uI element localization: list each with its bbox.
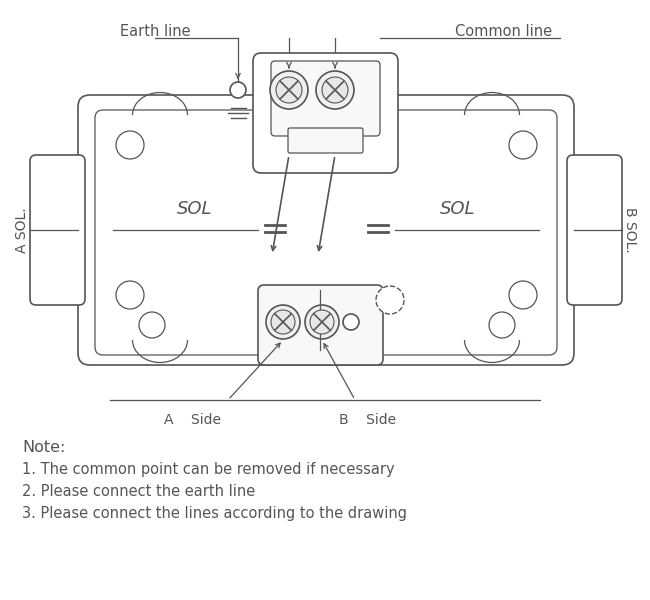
Text: Earth line: Earth line <box>120 25 190 40</box>
Text: Common line: Common line <box>455 25 552 40</box>
Text: 2. Please connect the earth line: 2. Please connect the earth line <box>22 484 255 499</box>
Text: 1. The common point can be removed if necessary: 1. The common point can be removed if ne… <box>22 462 395 477</box>
Circle shape <box>276 77 302 103</box>
Text: B SOL.: B SOL. <box>623 207 637 253</box>
Circle shape <box>316 71 354 109</box>
Circle shape <box>310 310 334 334</box>
FancyBboxPatch shape <box>271 61 380 136</box>
FancyBboxPatch shape <box>78 95 574 365</box>
FancyBboxPatch shape <box>253 53 398 173</box>
Circle shape <box>116 281 144 309</box>
Text: A SOL.: A SOL. <box>15 207 29 253</box>
FancyBboxPatch shape <box>95 110 557 355</box>
FancyBboxPatch shape <box>567 155 622 305</box>
Circle shape <box>489 312 515 338</box>
Circle shape <box>271 310 295 334</box>
Text: 3. Please connect the lines according to the drawing: 3. Please connect the lines according to… <box>22 506 407 521</box>
Circle shape <box>270 71 308 109</box>
Text: SOL: SOL <box>440 200 476 218</box>
FancyBboxPatch shape <box>258 285 383 365</box>
Circle shape <box>322 77 348 103</box>
Circle shape <box>139 312 165 338</box>
Text: A    Side: A Side <box>164 413 222 427</box>
Text: B    Side: B Side <box>339 413 396 427</box>
Text: www.alahndc.com: www.alahndc.com <box>272 334 380 346</box>
FancyBboxPatch shape <box>288 128 363 153</box>
Circle shape <box>116 131 144 159</box>
Circle shape <box>509 281 537 309</box>
Circle shape <box>266 305 300 339</box>
Text: SOL: SOL <box>177 200 213 218</box>
Circle shape <box>509 131 537 159</box>
Circle shape <box>343 314 359 330</box>
FancyBboxPatch shape <box>30 155 85 305</box>
Text: Note:: Note: <box>22 440 66 455</box>
Circle shape <box>305 305 339 339</box>
Circle shape <box>376 286 404 314</box>
Circle shape <box>230 82 246 98</box>
